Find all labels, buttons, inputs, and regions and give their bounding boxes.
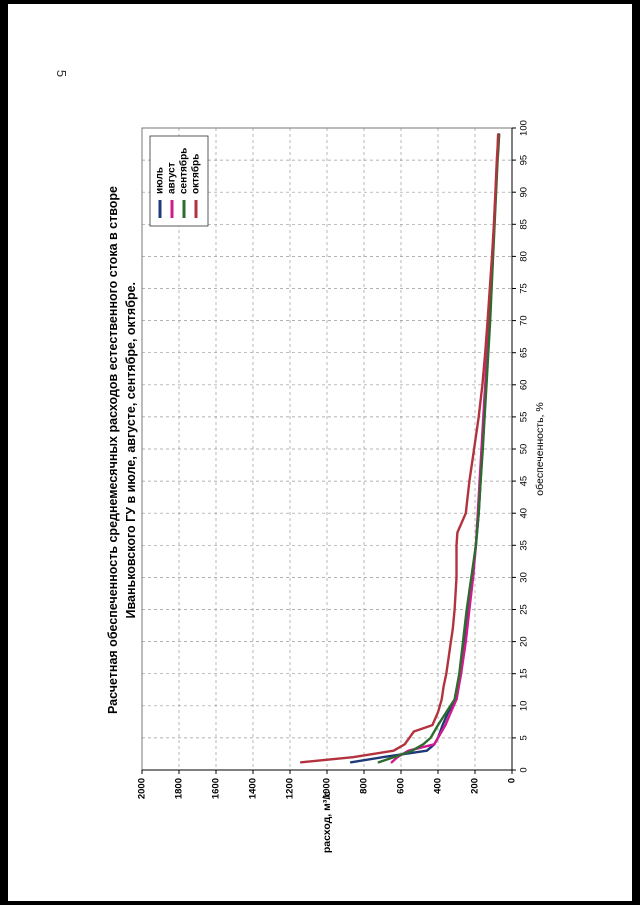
y-tick-label: 1400 — [248, 778, 259, 799]
x-tick-label: 45 — [519, 476, 530, 487]
y-tick-label: 1600 — [211, 778, 222, 799]
x-tick-label: 55 — [519, 412, 530, 423]
x-tick-label: 35 — [519, 540, 530, 551]
x-tick-label: 10 — [519, 701, 530, 712]
x-tick-label: 25 — [519, 604, 530, 615]
y-tick-label: 1000 — [322, 778, 333, 799]
y-tick-label: 200 — [470, 778, 481, 794]
x-tick-label: 80 — [519, 251, 530, 262]
y-axis-title: расход, м³/с — [321, 791, 333, 853]
x-tick-label: 100 — [519, 120, 530, 136]
series-line-4 — [299, 133, 500, 764]
legend-label-2: август — [167, 162, 178, 194]
y-tick-label: 1800 — [174, 778, 185, 799]
x-tick-label: 20 — [519, 636, 530, 647]
y-tick-label: 0 — [507, 778, 518, 783]
x-axis-title: обеспеченность, % — [534, 402, 546, 495]
x-tick-label: 30 — [519, 572, 530, 583]
x-tick-label: 40 — [519, 508, 530, 519]
legend-label-4: октябрь — [190, 154, 202, 194]
y-tick-label: 600 — [396, 778, 407, 794]
y-tick-label: 800 — [359, 778, 370, 794]
x-tick-label: 75 — [519, 283, 530, 294]
x-tick-label: 65 — [519, 347, 530, 358]
y-tick-label: 2000 — [137, 778, 148, 799]
x-tick-label: 90 — [519, 187, 530, 198]
x-tick-label: 60 — [519, 380, 530, 391]
x-tick-label: 95 — [519, 155, 530, 166]
legend-label-1: июль — [155, 167, 166, 194]
x-tick-label: 15 — [519, 668, 530, 679]
x-tick-label: 5 — [519, 735, 530, 740]
legend-label-3: сентябрь — [178, 148, 190, 194]
x-tick-label: 0 — [519, 767, 530, 772]
x-tick-label: 85 — [519, 219, 530, 230]
y-tick-label: 400 — [433, 778, 444, 794]
x-tick-label: 70 — [519, 315, 530, 326]
y-tick-label: 1200 — [285, 778, 296, 799]
x-tick-label: 50 — [519, 444, 530, 455]
